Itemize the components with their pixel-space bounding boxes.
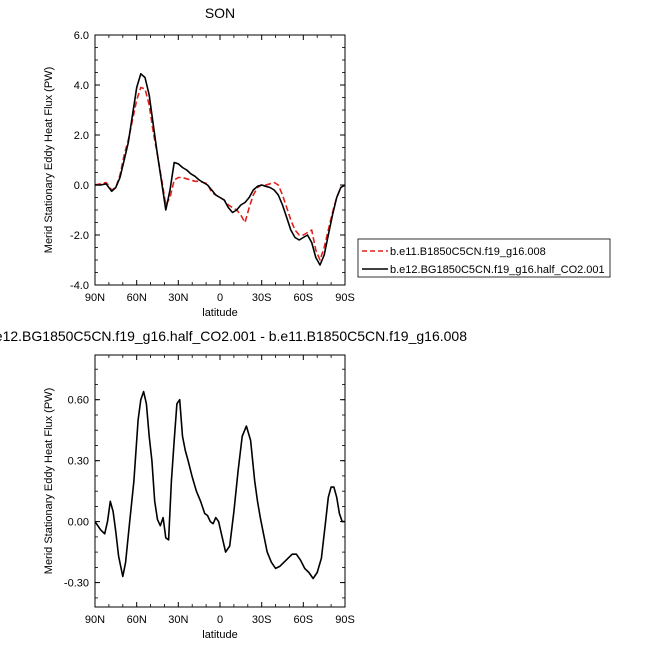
ytick-label: 2.0 (74, 130, 89, 142)
ytick-label: 6.0 (74, 30, 89, 42)
xtick-label: 60N (127, 614, 147, 626)
ytick-label: 0.00 (68, 517, 89, 529)
ytick-label: 0.30 (68, 456, 89, 468)
xtick-label: 60S (294, 292, 314, 304)
xtick-label: 30N (168, 292, 188, 304)
xtick-label: 30S (252, 292, 272, 304)
xtick-label: 30S (252, 614, 272, 626)
ytick-label: 0.0 (74, 180, 89, 192)
panel-title: b.e12.BG1850C5CN.f19_g16.half_CO2.001 - … (0, 328, 467, 344)
xtick-label: 90N (85, 614, 105, 626)
panel-title: SON (205, 5, 235, 21)
ytick-label: -4.0 (70, 280, 89, 292)
xtick-label: 0 (217, 614, 223, 626)
xtick-label: 90N (85, 292, 105, 304)
plot-frame (94, 354, 346, 608)
bottom-panel-difference: b.e12.BG1850C5CN.f19_g16.half_CO2.001 - … (0, 328, 467, 641)
xtick-label: 0 (217, 292, 223, 304)
legend-entry-0: b.e11.B1850C5CN.f19_g16.008 (390, 246, 546, 258)
legend-entry-1: b.e12.BG1850C5CN.f19_g16.half_CO2.001 (390, 264, 605, 276)
legend: b.e11.B1850C5CN.f19_g16.008 b.e12.BG1850C… (357, 238, 611, 278)
xtick-label: 90S (335, 292, 355, 304)
xtick-label: 60S (294, 614, 314, 626)
legend-box (357, 238, 611, 278)
x-axis-label: latitude (202, 307, 237, 319)
ytick-label: -2.0 (70, 230, 89, 242)
y-axis-label: Merid Stationary Eddy Heat Flux (PW) (43, 388, 55, 574)
series-line-0 (95, 390, 345, 580)
xtick-label: 90S (335, 614, 355, 626)
ytick-label: 0.60 (68, 395, 89, 407)
ytick-label: 4.0 (74, 80, 89, 92)
series-line-1 (95, 73, 345, 266)
xtick-label: 60N (127, 292, 147, 304)
ytick-label: -0.30 (64, 578, 89, 590)
plot-frame (94, 34, 346, 286)
x-axis-label: latitude (202, 629, 237, 641)
y-axis-label: Merid Stationary Eddy Heat Flux (PW) (43, 67, 55, 253)
xtick-label: 30N (168, 614, 188, 626)
